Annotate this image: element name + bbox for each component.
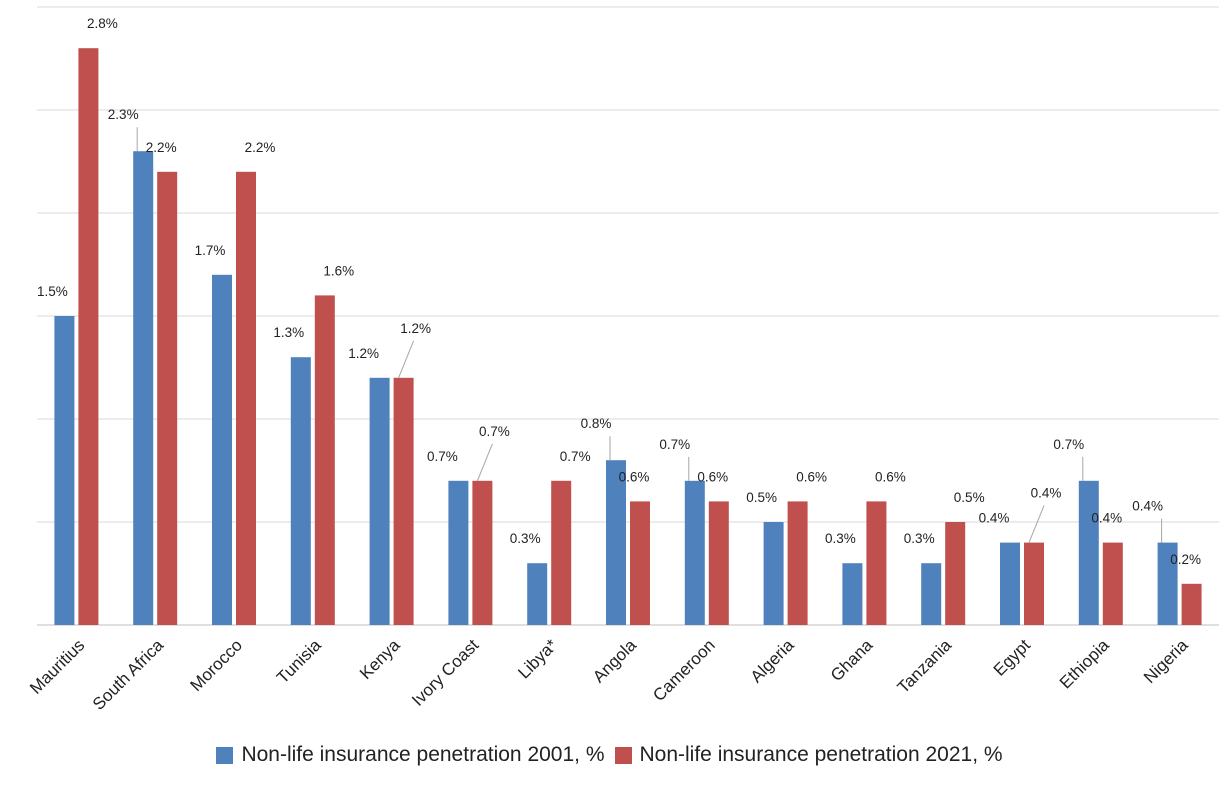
bar-2001 <box>1078 480 1099 625</box>
bar-2021 <box>78 48 99 625</box>
data-label-2021: 1.6% <box>323 263 354 278</box>
data-label-2021: 0.5% <box>954 490 985 505</box>
data-label-2001: 0.5% <box>746 490 777 505</box>
data-label-2021: 2.2% <box>146 140 177 155</box>
bar-2001 <box>54 316 75 625</box>
legend-label-2001: Non-life insurance penetration 2001, % <box>241 743 605 766</box>
category-label: Nigeria <box>1140 635 1192 687</box>
bar-2001 <box>1157 542 1178 625</box>
bar-2021 <box>787 501 808 625</box>
data-label-2001: 1.2% <box>348 346 379 361</box>
bar-2021 <box>472 480 493 625</box>
data-label-2021: 1.2% <box>400 321 431 336</box>
category-label: Algeria <box>747 635 798 686</box>
bar-2001 <box>290 357 311 625</box>
bar-2001 <box>842 563 863 625</box>
bar-2001 <box>763 522 784 625</box>
legend-swatch-2001 <box>216 746 234 764</box>
legend-item-2001: Non-life insurance penetration 2001, % <box>216 743 605 767</box>
data-label-2021: 0.6% <box>875 469 906 484</box>
bar-2001 <box>527 563 548 625</box>
bar-2021 <box>1024 542 1044 625</box>
legend-swatch-2021 <box>614 746 632 764</box>
leader-line <box>398 340 415 378</box>
legend: Non-life insurance penetration 2001, % N… <box>0 743 1219 767</box>
category-label: Egypt <box>990 635 1034 679</box>
category-label: Libya* <box>514 635 561 682</box>
category-label: Cameroon <box>649 636 719 706</box>
bar-2001 <box>684 480 705 625</box>
bar-2001 <box>448 480 469 625</box>
data-label-2001: 0.3% <box>510 531 541 546</box>
data-label-2021: 0.7% <box>479 424 510 439</box>
category-label: South Africa <box>89 635 168 714</box>
category-label: Tunisia <box>273 635 325 687</box>
bar-2021 <box>708 501 729 625</box>
category-label: Tanzania <box>894 635 956 697</box>
bar-2021 <box>236 171 256 626</box>
bar-2001 <box>369 377 390 625</box>
data-label-2021: 0.7% <box>560 449 591 464</box>
data-label-2021: 0.4% <box>1031 486 1062 501</box>
data-label-2021: 0.2% <box>1170 552 1201 567</box>
legend-label-2021: Non-life insurance penetration 2021, % <box>639 743 1003 766</box>
data-label-2001: 0.3% <box>825 531 856 546</box>
data-label-2021: 0.6% <box>619 469 650 484</box>
data-label-2001: 0.3% <box>904 531 935 546</box>
bar-2021 <box>157 171 178 626</box>
data-label-2021: 0.6% <box>697 469 728 484</box>
data-label-2021: 2.2% <box>245 140 276 155</box>
bar-chart: 1.5% 2.8% Mauritius 2.3% 2.2% South Africa 1.7… <box>26 6 1219 714</box>
data-label-2001: 1.5% <box>37 284 68 299</box>
data-label-2001: 0.7% <box>427 449 458 464</box>
category-label: Ethiopia <box>1056 635 1113 692</box>
data-label-2001: 1.3% <box>273 325 304 340</box>
bar-2021 <box>393 377 414 625</box>
data-label-2001: 0.4% <box>1132 499 1163 514</box>
data-label-2001: 0.7% <box>659 437 690 452</box>
leader-line <box>1028 505 1045 543</box>
category-label: Ghana <box>827 635 877 685</box>
legend-item-2021: Non-life insurance penetration 2021, % <box>614 743 1003 767</box>
data-label-2001: 2.3% <box>108 107 139 122</box>
bar-2001 <box>606 460 626 625</box>
bar-2021 <box>866 501 887 625</box>
bar-2021 <box>1102 542 1123 625</box>
category-label: Mauritius <box>26 636 88 698</box>
bar-2001 <box>1000 542 1020 625</box>
data-label-2001: 0.7% <box>1053 437 1084 452</box>
bar-2021 <box>314 295 335 625</box>
bar-2001 <box>921 563 942 625</box>
data-label-2001: 1.7% <box>195 243 226 258</box>
leader-line <box>476 443 493 481</box>
category-label: Kenya <box>356 635 404 683</box>
bar-2001 <box>133 151 154 625</box>
data-label-2001: 0.4% <box>979 511 1010 526</box>
category-label: Angola <box>589 635 640 686</box>
data-label-2021: 0.4% <box>1091 511 1122 526</box>
data-label-2021: 2.8% <box>87 16 118 31</box>
bar-2021 <box>551 480 572 625</box>
bar-2001 <box>212 274 232 625</box>
data-label-2001: 0.8% <box>581 416 612 431</box>
category-label: Ivory Coast <box>408 635 482 709</box>
bar-2021 <box>1181 583 1202 625</box>
data-label-2021: 0.6% <box>796 469 827 484</box>
bar-2021 <box>630 501 650 625</box>
category-label: Morocco <box>186 636 246 696</box>
bar-2021 <box>945 522 966 625</box>
